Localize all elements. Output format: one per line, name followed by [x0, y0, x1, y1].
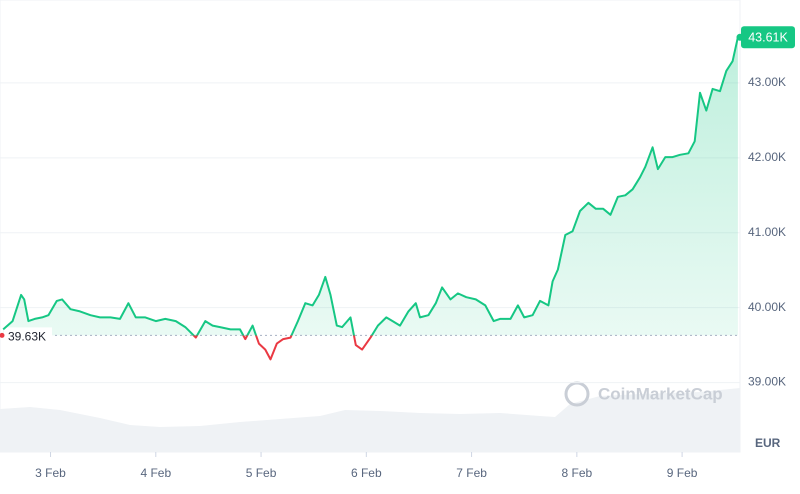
watermark-text: CoinMarketCap: [598, 384, 723, 403]
x-tick-label: 9 Feb: [667, 466, 698, 480]
y-tick-label: 40.00K: [748, 300, 786, 314]
x-tick-label: 5 Feb: [246, 466, 277, 480]
y-tick-label: 41.00K: [748, 225, 786, 239]
x-tick-label: 8 Feb: [561, 466, 592, 480]
currency-label: EUR: [755, 436, 781, 450]
area: [3, 37, 738, 336]
y-tick-label: 43.00K: [748, 75, 786, 89]
reference-marker: [0, 332, 5, 338]
price-line: [2, 36, 739, 361]
x-tick-label: 3 Feb: [35, 466, 66, 480]
reference-label-bg: [4, 327, 52, 344]
last-price-badge: [741, 26, 795, 49]
volume-area: [0, 388, 740, 452]
y-tick-label: 42.00K: [748, 150, 786, 164]
x-tick-label: 7 Feb: [456, 466, 487, 480]
x-tick-label: 4 Feb: [140, 466, 171, 480]
reference-label: 39.63K: [8, 330, 46, 344]
x-tick-label: 6 Feb: [351, 466, 382, 480]
y-tick-label: 39.00K: [748, 375, 786, 389]
last-price-label: 43.61K: [748, 31, 788, 45]
